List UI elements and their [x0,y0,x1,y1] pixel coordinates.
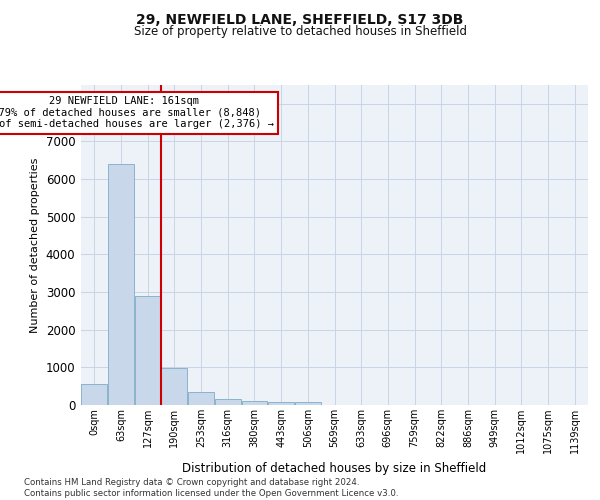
Bar [82,384,107,405]
Text: Contains HM Land Registry data © Crown copyright and database right 2024.
Contai: Contains HM Land Registry data © Crown c… [24,478,398,498]
Bar [135,296,161,405]
Bar [188,392,214,405]
X-axis label: Distribution of detached houses by size in Sheffield: Distribution of detached houses by size … [182,462,487,474]
Bar [161,368,187,405]
Bar [268,402,294,405]
Text: Size of property relative to detached houses in Sheffield: Size of property relative to detached ho… [133,25,467,38]
Bar [215,399,241,405]
Y-axis label: Number of detached properties: Number of detached properties [30,158,40,332]
Text: 29 NEWFIELD LANE: 161sqm
← 79% of detached houses are smaller (8,848)
21% of sem: 29 NEWFIELD LANE: 161sqm ← 79% of detach… [0,96,274,130]
Text: 29, NEWFIELD LANE, SHEFFIELD, S17 3DB: 29, NEWFIELD LANE, SHEFFIELD, S17 3DB [136,12,464,26]
Bar [242,401,268,405]
Bar [108,164,134,405]
Bar [295,402,321,405]
